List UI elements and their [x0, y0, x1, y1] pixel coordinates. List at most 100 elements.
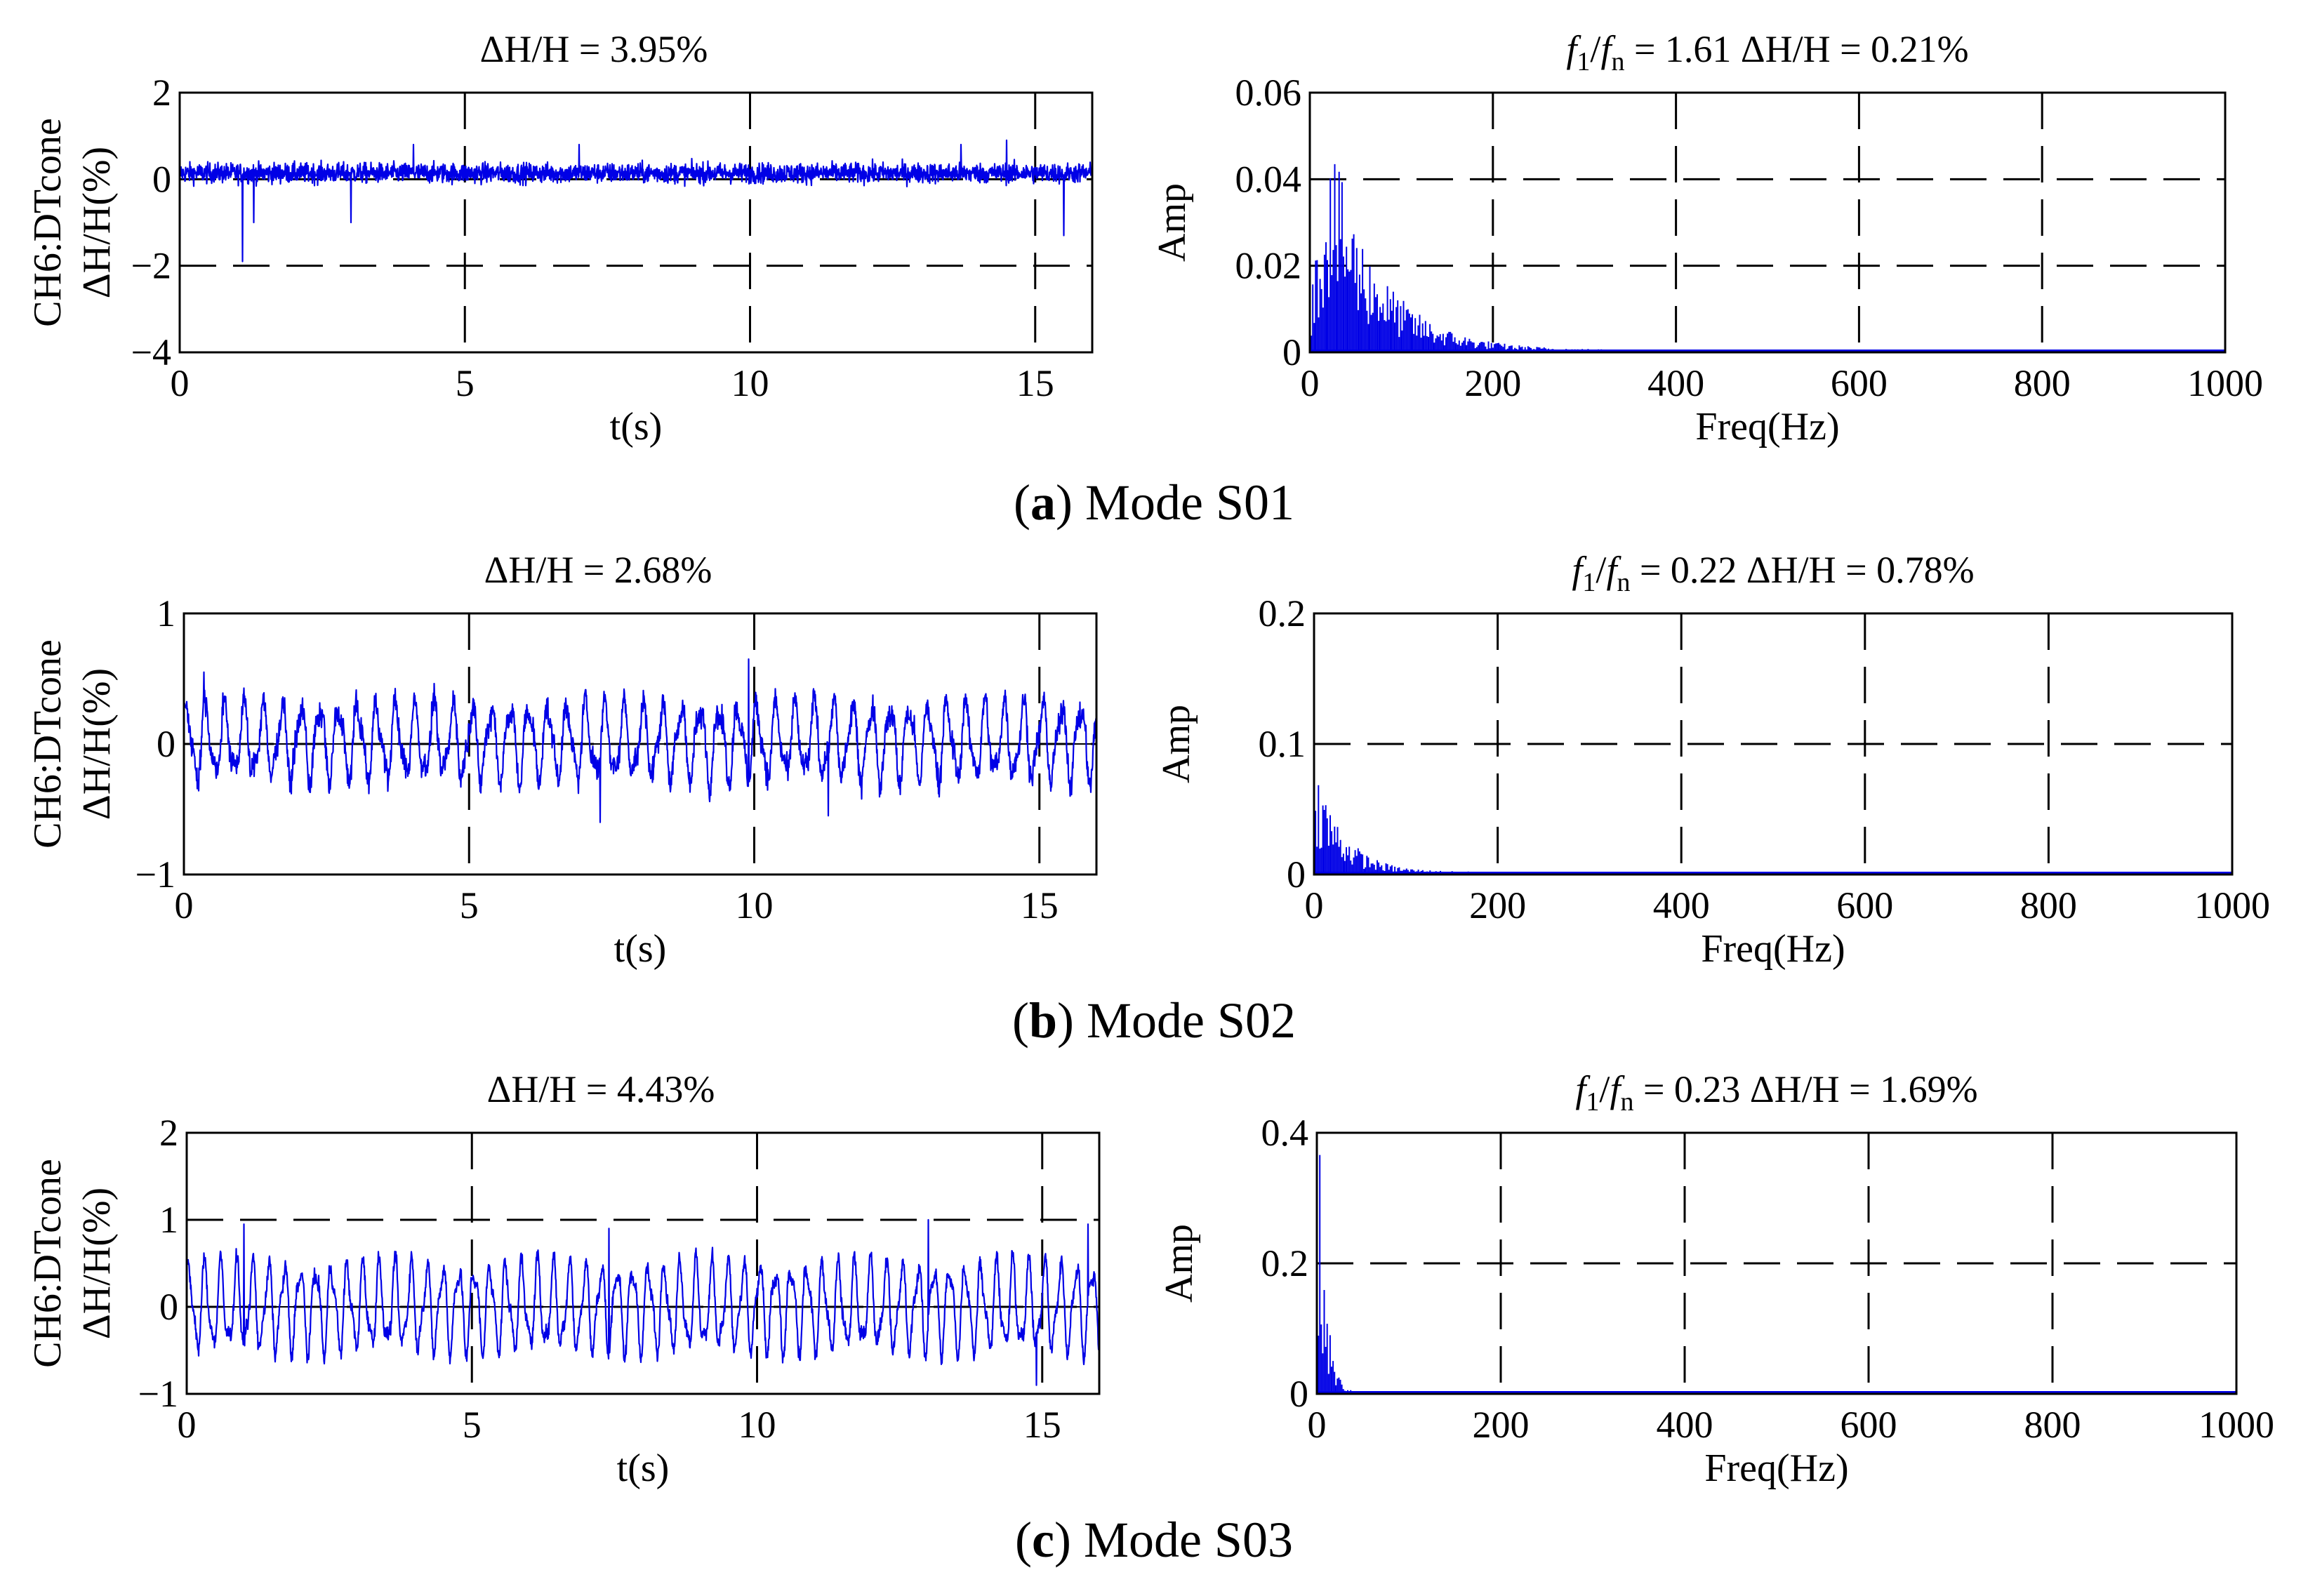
spectrum-series [1309, 164, 2224, 352]
y-tick-label: 1 [159, 1199, 178, 1241]
y-tick-label: −1 [135, 853, 175, 896]
y-tick-label: 0.04 [1235, 158, 1302, 200]
y-tick-label: 0.2 [1259, 592, 1306, 634]
x-tick-label: 0 [175, 884, 194, 926]
x-tick-label: 5 [456, 362, 475, 404]
caption-text: Mode S03 [1071, 1512, 1293, 1568]
chart-title: ΔH/H = 4.43% [487, 1068, 715, 1110]
x-axis-label: Freq(Hz) [1704, 1447, 1848, 1490]
x-tick-label: 600 [1836, 884, 1893, 926]
y-tick-label: 0 [159, 1286, 178, 1328]
caption-a: (a) Mode S01 [1014, 474, 1294, 531]
x-tick-label: 10 [731, 362, 769, 404]
y-tick-label: 0 [152, 158, 171, 200]
y-axis-label-line2: ΔH/H(%) [75, 668, 119, 820]
x-tick-label: 600 [1831, 362, 1888, 404]
caption-c: (c) Mode S03 [1015, 1512, 1293, 1568]
title-fragment: n [1620, 1087, 1633, 1117]
title-fragment: n [1611, 47, 1624, 77]
x-tick-label: 200 [1469, 884, 1526, 926]
caption-paren: ) [1054, 1512, 1071, 1568]
chart-title: f1/fn = 0.22 ΔH/H = 0.78% [1572, 549, 1974, 597]
y-tick-label: 0.2 [1261, 1242, 1309, 1284]
x-tick-label: 1000 [2198, 1404, 2274, 1446]
title-fragment: = 0.22 ΔH/H = 0.78% [1630, 549, 1974, 591]
spectrum-series [1316, 1155, 2236, 1394]
x-tick-label: 800 [2014, 362, 2071, 404]
caption-paren: ) [1057, 992, 1074, 1049]
y-axis-label: Amp [1158, 1224, 1201, 1303]
chart-title: f1/fn = 1.61 ΔH/H = 0.21% [1566, 28, 1968, 77]
title-fragment: 1 [1582, 568, 1596, 597]
chart-title: ΔH/H = 3.95% [480, 28, 708, 70]
x-tick-label: 15 [1021, 884, 1059, 926]
caption-letter: c [1032, 1512, 1054, 1568]
y-tick-label: 2 [152, 72, 171, 114]
y-axis-label-line1: CH6:DTcone [26, 118, 69, 327]
y-axis-label: Amp [1150, 183, 1194, 262]
x-tick-label: 400 [1657, 1404, 1713, 1446]
plot-frame [178, 91, 1094, 354]
caption-b: (b) Mode S02 [1012, 992, 1296, 1049]
x-tick-label: 5 [460, 884, 479, 926]
signal-series [178, 139, 1094, 262]
caption-paren: ( [1012, 992, 1029, 1049]
x-tick-label: 400 [1647, 362, 1704, 404]
y-axis-label: Amp [1155, 705, 1198, 783]
title-fragment: / [1590, 28, 1600, 70]
caption-paren: ( [1014, 474, 1030, 531]
caption-text: Mode S02 [1074, 992, 1296, 1049]
caption-paren: ) [1056, 474, 1073, 531]
y-tick-label: 0.06 [1235, 72, 1302, 114]
plot-frame [1308, 91, 2227, 354]
x-tick-label: 15 [1023, 1404, 1061, 1446]
x-tick-label: 1000 [2187, 362, 2263, 404]
y-axis-label-line2: ΔH/H(%) [75, 147, 119, 298]
y-tick-label: 0.02 [1235, 245, 1302, 287]
x-axis-label: t(s) [617, 1447, 670, 1490]
plot-frame [183, 612, 1098, 876]
title-fragment: 1 [1577, 47, 1590, 77]
x-tick-label: 0 [1305, 884, 1324, 926]
x-tick-label: 10 [738, 1404, 776, 1446]
chart-b-spec: 0 200 400 600 800 1000 0 0.1 0.2 Freq(Hz) Amp f1/fn… [1155, 549, 2270, 971]
x-tick-label: 200 [1473, 1404, 1530, 1446]
caption-text: Mode S01 [1073, 474, 1294, 531]
x-axis-label: t(s) [614, 927, 667, 971]
y-tick-label: 0 [1289, 1373, 1308, 1415]
plot-frame [185, 1131, 1101, 1395]
y-tick-label: 0.4 [1261, 1112, 1309, 1154]
y-tick-label: 0.1 [1259, 723, 1306, 765]
title-fragment: / [1599, 1068, 1610, 1110]
plot-frame [1313, 612, 2234, 876]
x-tick-label: 1000 [2194, 884, 2270, 926]
x-tick-label: 10 [736, 884, 774, 926]
caption-paren: ( [1015, 1512, 1032, 1568]
x-axis-label: Freq(Hz) [1701, 927, 1845, 971]
x-tick-label: 200 [1464, 362, 1521, 404]
chart-title: ΔH/H = 2.68% [484, 549, 712, 591]
x-tick-label: 0 [171, 362, 190, 404]
x-axis-label: Freq(Hz) [1695, 405, 1839, 448]
title-fragment: n [1617, 568, 1630, 597]
x-tick-label: 600 [1841, 1404, 1897, 1446]
x-tick-label: 5 [463, 1404, 482, 1446]
y-tick-label: 0 [1287, 853, 1306, 896]
title-fragment: = 1.61 ΔH/H = 0.21% [1624, 28, 1968, 70]
y-tick-label: −1 [138, 1373, 178, 1415]
y-axis-label-line2: ΔH/H(%) [75, 1188, 119, 1339]
x-axis-label: t(s) [610, 405, 663, 448]
title-fragment: = 0.23 ΔH/H = 1.69% [1633, 1068, 1977, 1110]
x-tick-label: 0 [1301, 362, 1320, 404]
signal-series [185, 1218, 1101, 1386]
chart-c-spec: 0 200 400 600 800 1000 0 0.2 0.4 Freq(Hz) Amp f1/fn… [1158, 1068, 2274, 1490]
x-tick-label: 0 [178, 1404, 197, 1446]
title-fragment: 1 [1586, 1087, 1599, 1117]
y-tick-label: 0 [157, 723, 175, 765]
plot-frame [1315, 1131, 2238, 1395]
x-tick-label: 15 [1016, 362, 1054, 404]
x-tick-label: 400 [1653, 884, 1710, 926]
